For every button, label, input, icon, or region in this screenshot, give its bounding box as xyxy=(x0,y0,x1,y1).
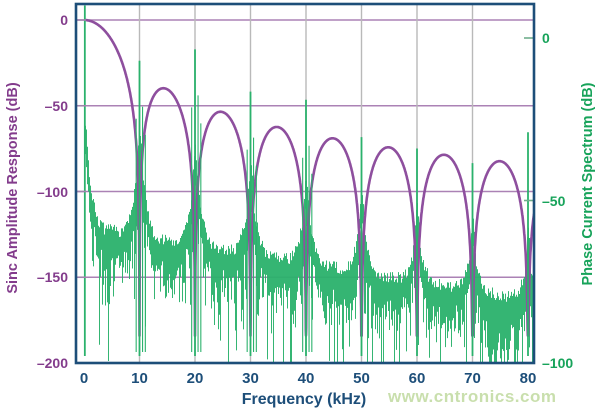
right-tick-label: 0 xyxy=(542,30,550,46)
x-axis-title: Frequency (kHz) xyxy=(241,391,367,408)
x-tick-label: 70 xyxy=(464,370,481,387)
x-tick-label: 40 xyxy=(297,370,315,387)
right-axis-title: Phase Current Spectrum (dB) xyxy=(580,82,596,286)
x-tick-label: 0 xyxy=(79,370,89,387)
right-tick-label: –100 xyxy=(542,355,574,371)
left-tick-label: –50 xyxy=(44,97,68,114)
left-tick-label: 0 xyxy=(60,12,68,28)
left-tick-label: –200 xyxy=(36,355,68,371)
left-tick-label: –150 xyxy=(36,269,68,286)
x-tick-label: 20 xyxy=(186,370,204,387)
harmonic-spikes xyxy=(83,5,529,356)
x-tick-label: 30 xyxy=(242,370,259,387)
watermark: www.cntronics.com xyxy=(388,387,557,406)
plot-border xyxy=(74,2,536,365)
x-tick-label: 60 xyxy=(408,370,426,387)
left-tick-label: –100 xyxy=(36,183,68,200)
right-tick-label: –50 xyxy=(542,192,566,209)
x-tick-label: 10 xyxy=(131,370,148,387)
x-tick-label: 50 xyxy=(353,370,370,387)
left-axis-title: Sinc Amplitude Response (dB) xyxy=(5,82,21,294)
x-tick-label: 80 xyxy=(519,370,537,387)
